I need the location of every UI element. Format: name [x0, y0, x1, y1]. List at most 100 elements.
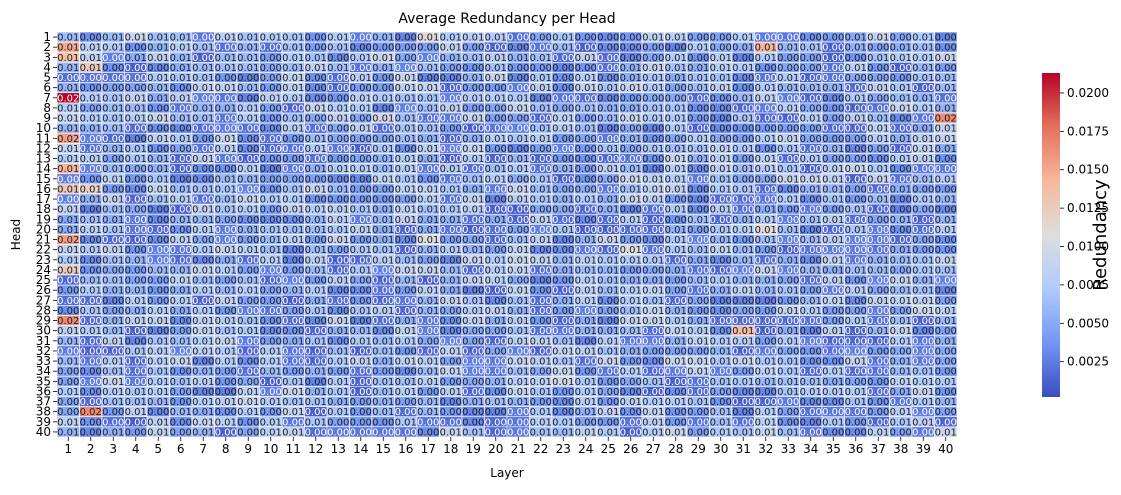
cell-value-label: 0.01	[620, 114, 642, 125]
x-tick-label: 7	[199, 442, 207, 456]
cell-value-label: 0.01	[597, 427, 619, 438]
cell-value-label: 0.00	[800, 33, 822, 44]
cell-value-label: 0.01	[665, 73, 687, 84]
cell-value-label: 0.01	[125, 53, 147, 64]
cell-value-label: 0.00	[260, 63, 282, 74]
cell-value-label: 0.01	[575, 103, 597, 114]
cell-value-label: 0.01	[845, 43, 867, 54]
cell-value-label: 0.01	[327, 114, 349, 125]
cell-value-label: 0.01	[305, 53, 327, 64]
cell-value-label: 0.00	[147, 103, 169, 114]
cell-value-label: 0.00	[597, 93, 619, 104]
cell-value-label: 0.01	[147, 73, 169, 84]
x-tick-label: 24	[578, 442, 593, 456]
cell-value-label: 0.00	[777, 93, 799, 104]
x-tick-label: 21	[511, 442, 526, 456]
cell-value-label: 0.01	[710, 73, 732, 84]
cell-value-label: 0.01	[912, 103, 934, 114]
cell-value-label: 0.00	[620, 33, 642, 44]
x-tick-label: 34	[803, 442, 818, 456]
cell-value-label: 0.00	[350, 33, 372, 44]
cell-value-label: 0.01	[350, 93, 372, 104]
cell-value-label: 0.00	[822, 43, 844, 54]
cell-value-label: 0.01	[102, 33, 124, 44]
cell-value-label: 0.01	[777, 73, 799, 84]
cell-value-label: 0.01	[575, 427, 597, 438]
cell-value-label: 0.00	[867, 73, 889, 84]
cell-value-label: 0.01	[440, 43, 462, 54]
cell-value-label: 0.01	[372, 53, 394, 64]
cell-value-label: 0.00	[687, 103, 709, 114]
cell-value-label: 0.01	[755, 93, 777, 104]
cell-value-label: 0.01	[912, 63, 934, 74]
cell-value-label: 0.01	[147, 83, 169, 94]
cell-value-label: 0.01	[935, 73, 957, 84]
cell-value-label: 0.01	[372, 114, 394, 125]
cell-value-label: 0.00	[170, 427, 192, 438]
cell-value-label: 0.01	[597, 103, 619, 114]
cell-value-label: 0.00	[327, 73, 349, 84]
cell-value-label: 0.00	[282, 103, 304, 114]
x-tick-label: 20	[488, 442, 503, 456]
x-tick-label: 8	[222, 442, 230, 456]
cell-value-label: 0.00	[485, 103, 507, 114]
cell-value-label: 0.01	[170, 114, 192, 125]
cell-value-label: 0.01	[102, 103, 124, 114]
cell-value-label: 0.01	[260, 33, 282, 44]
cell-value-label: 0.00	[260, 114, 282, 125]
cell-value-label: 0.00	[372, 427, 394, 438]
colorbar-tick-label: 0.0175	[1067, 124, 1109, 138]
cell-value-label: 0.01	[530, 53, 552, 64]
cell-value-label: 0.01	[417, 103, 439, 114]
cell-value-label: 0.00	[215, 93, 237, 104]
cell-value-label: 0.00	[417, 73, 439, 84]
cell-value-label: 0.01	[890, 103, 912, 114]
cell-value-label: 0.01	[665, 103, 687, 114]
cell-value-label: 0.00	[687, 33, 709, 44]
cell-value-label: 0.01	[687, 83, 709, 94]
cell-value-label: 0.01	[710, 427, 732, 438]
cell-value-label: 0.00	[350, 63, 372, 74]
cell-value-label: 0.01	[215, 53, 237, 64]
cell-value-label: 0.01	[57, 63, 79, 74]
x-tick-label: 39	[916, 442, 931, 456]
cell-value-label: 0.01	[485, 33, 507, 44]
cell-value-label: 0.00	[710, 103, 732, 114]
cell-value-label: 0.01	[642, 33, 664, 44]
cell-value-label: 0.00	[552, 93, 574, 104]
x-tick-label: 15	[376, 442, 391, 456]
cell-value-label: 0.00	[597, 63, 619, 74]
cell-value-label: 0.01	[890, 43, 912, 54]
cell-value-label: 0.00	[102, 53, 124, 64]
cell-value-label: 0.01	[575, 53, 597, 64]
cell-value-label: 0.00	[462, 63, 484, 74]
cell-value-label: 0.00	[192, 53, 214, 64]
cell-value-label: 0.01	[912, 93, 934, 104]
cell-value-label: 0.01	[912, 33, 934, 44]
cell-value-label: 0.00	[530, 93, 552, 104]
cell-value-label: 0.00	[867, 93, 889, 104]
cell-value-label: 0.01	[125, 93, 147, 104]
cell-value-label: 0.01	[912, 73, 934, 84]
cell-value-label: 0.01	[282, 83, 304, 94]
cell-value-label: 0.00	[215, 73, 237, 84]
cell-value-label: 0.00	[845, 83, 867, 94]
cell-value-label: 0.01	[687, 73, 709, 84]
cell-value-label: 0.00	[215, 114, 237, 125]
cell-value-label: 0.01	[102, 43, 124, 54]
cell-value-label: 0.00	[642, 53, 664, 64]
cell-value-label: 0.00	[822, 427, 844, 438]
cell-value-label: 0.01	[170, 93, 192, 104]
cell-value-label: 0.00	[350, 114, 372, 125]
cell-value-label: 0.00	[260, 103, 282, 114]
cell-value-label: 0.00	[710, 93, 732, 104]
cell-value-label: 0.00	[507, 427, 529, 438]
cell-value-label: 0.00	[800, 103, 822, 114]
cell-value-label: 0.01	[440, 427, 462, 438]
cell-value-label: 0.00	[395, 43, 417, 54]
cell-value-label: 0.01	[327, 103, 349, 114]
cell-value-label: 0.01	[462, 53, 484, 64]
cell-value-label: 0.00	[732, 103, 754, 114]
cell-value-label: 0.00	[755, 63, 777, 74]
cell-value-label: 0.01	[350, 53, 372, 64]
